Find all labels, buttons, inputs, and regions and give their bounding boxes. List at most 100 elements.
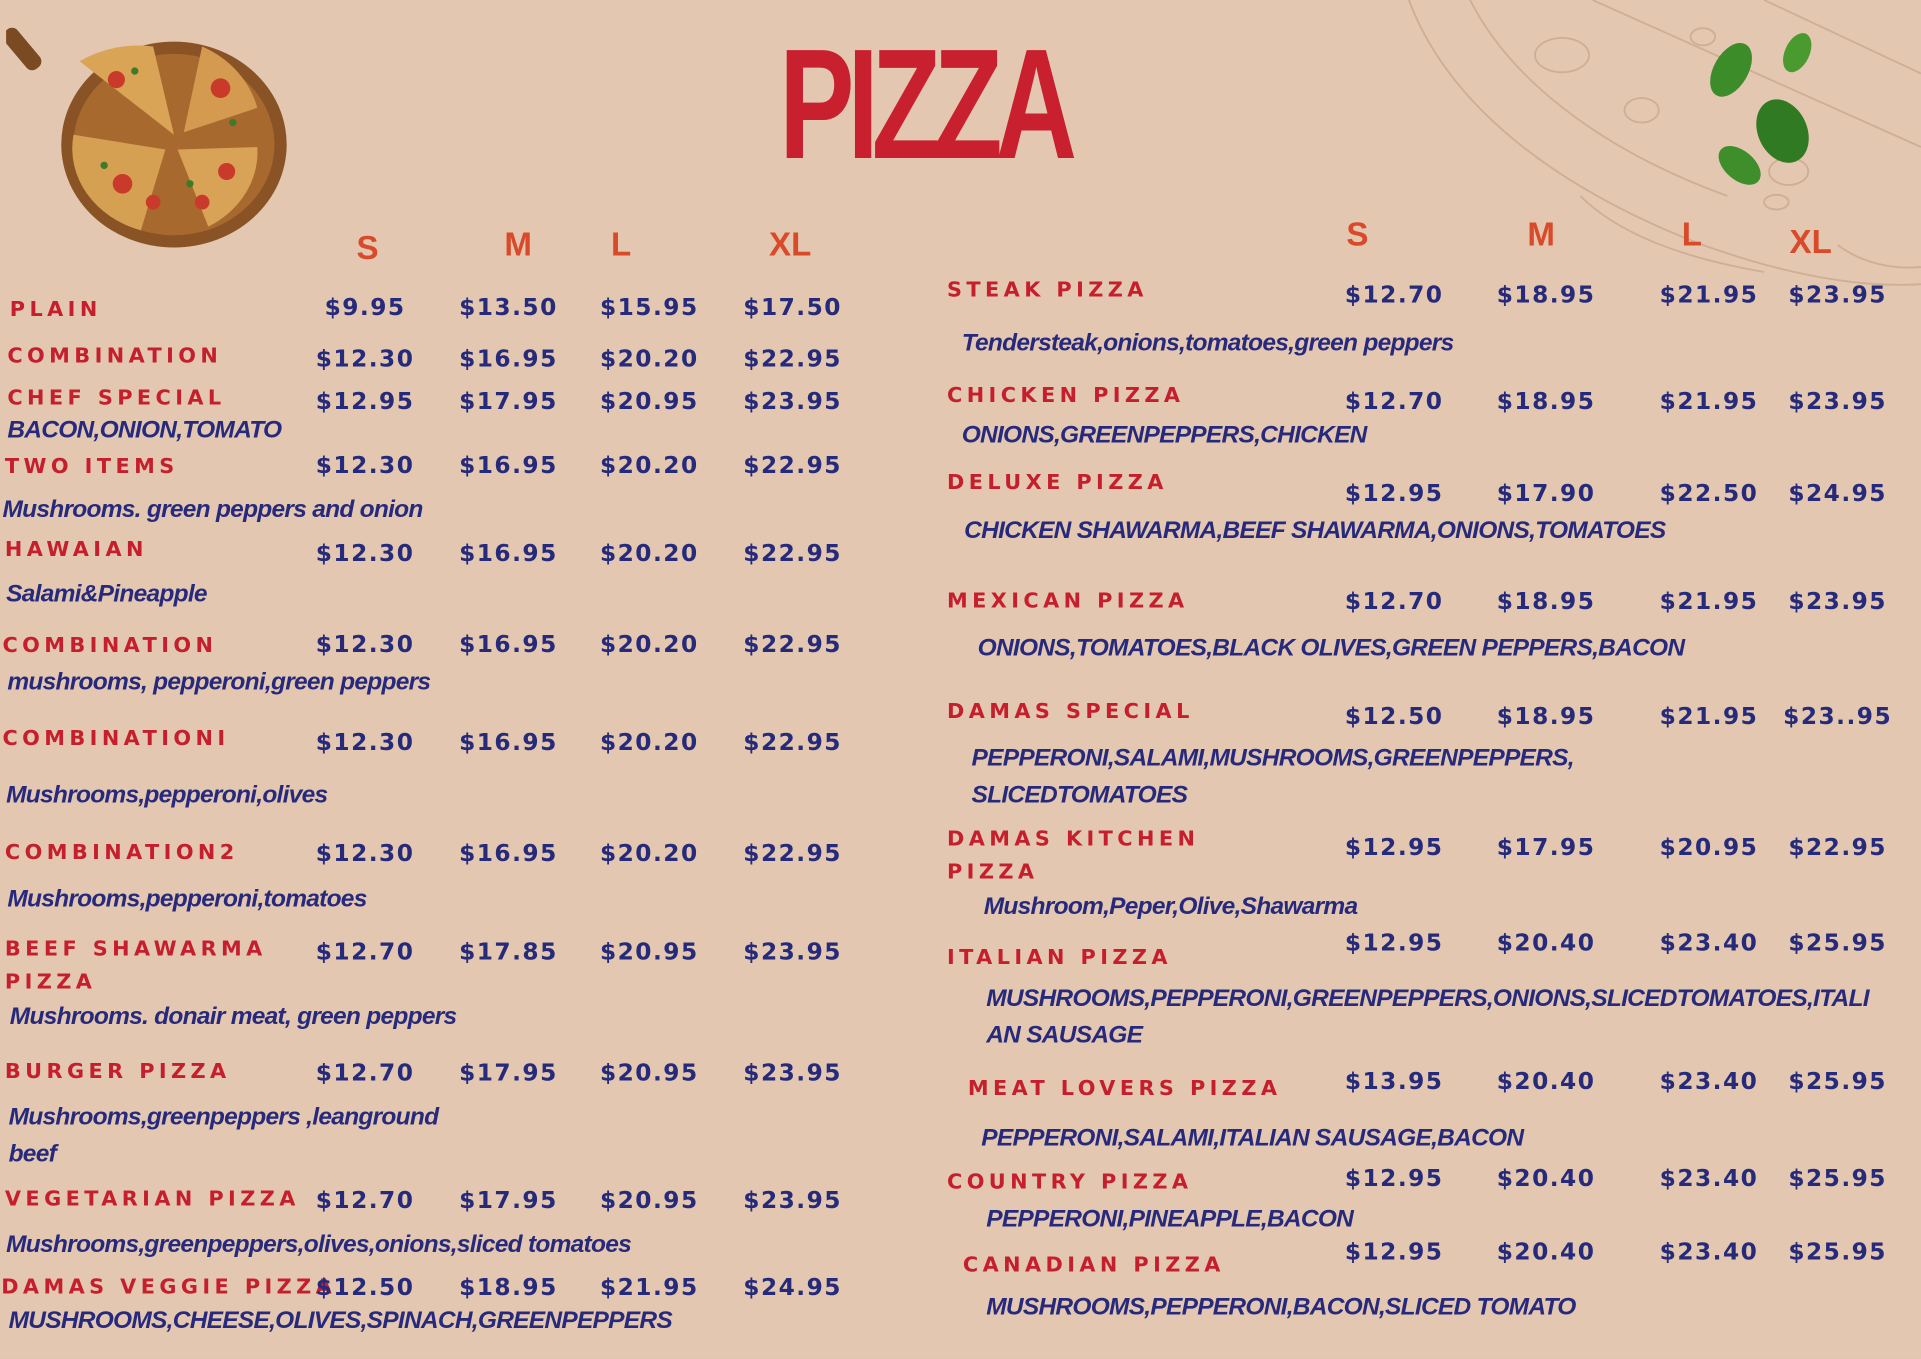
- item-price: $12.70: [315, 1187, 415, 1215]
- item-price: $24.95: [1788, 480, 1887, 508]
- item-name-line: COMBINATIONI: [2, 726, 230, 751]
- item-name-line: PIZZA: [4, 970, 97, 995]
- item-price: $20.20: [599, 452, 699, 480]
- item-name: DAMAS KITCHEN PIZZA: [947, 823, 1199, 889]
- item-name-line: MEAT LOVERS PIZZA: [967, 1076, 1282, 1102]
- item-description-line: beef: [8, 1140, 57, 1168]
- item-price: $22.95: [743, 840, 842, 868]
- item-price: $24.95: [743, 1274, 842, 1302]
- item-name: CHEF SPECIAL: [7, 382, 225, 415]
- size-header-right: M: [1527, 216, 1555, 253]
- item-name: BEEF SHAWARMA PIZZA: [5, 934, 267, 1000]
- item-price: $22.95: [743, 452, 842, 480]
- pizza-board-image: [6, 27, 287, 248]
- item-price: $22.50: [1659, 480, 1759, 508]
- item-description: mushrooms, pepperoni,green peppers: [7, 664, 431, 701]
- item-price: $13.50: [459, 294, 558, 321]
- item-description: Tendersteak,onions,tomatoes,green pepper…: [962, 325, 1455, 362]
- item-price: $22.95: [1788, 834, 1887, 862]
- item-name: STEAK PIZZA: [947, 274, 1148, 307]
- item-price: $13.95: [1344, 1068, 1444, 1096]
- item-name-line: PLAIN: [9, 297, 102, 323]
- item-description: Mushrooms,greenpeppers,olives,onions,sli…: [6, 1226, 632, 1263]
- item-price: $17.95: [459, 1187, 558, 1215]
- item-price: $17.90: [1496, 480, 1596, 508]
- item-description-line: MUSHROOMS,CHEESE,OLIVES,SPINACH,GREENPEP…: [8, 1307, 673, 1335]
- item-description: PEPPERONI,SALAMI,ITALIAN SAUSAGE,BACON: [981, 1120, 1524, 1157]
- item-price: $17.85: [459, 938, 558, 966]
- page-title: PIZZA: [779, 17, 1077, 193]
- item-price: $12.70: [315, 938, 415, 966]
- item-price: $21.95: [1659, 281, 1759, 309]
- item-price: $23.40: [1659, 929, 1759, 957]
- item-name: COMBINATION: [2, 630, 217, 663]
- item-price: $22.95: [743, 728, 842, 756]
- item-price: $20.95: [599, 938, 699, 966]
- size-header-right: S: [1346, 216, 1369, 253]
- item-name-line: VEGETARIAN PIZZA: [4, 1187, 300, 1212]
- item-price: $20.20: [599, 540, 699, 568]
- item-name-line: DAMAS SPECIAL: [947, 699, 1194, 725]
- item-description: BACON,ONION,TOMATO: [7, 412, 282, 449]
- item-name: COMBINATION2: [5, 837, 239, 870]
- item-price: $20.20: [599, 630, 699, 658]
- item-description-line: Mushrooms. donair meat, green peppers: [9, 1003, 457, 1031]
- item-price: $25.95: [1788, 1165, 1887, 1193]
- item-price: $12.50: [315, 1274, 415, 1302]
- size-header-right: XL: [1789, 223, 1832, 261]
- item-price: $18.95: [1496, 388, 1596, 416]
- item-price: $12.95: [1344, 929, 1444, 957]
- item-price: $25.95: [1788, 1068, 1887, 1096]
- item-name-line: CANADIAN PIZZA: [962, 1253, 1225, 1278]
- item-description-line: SLICEDTOMATOES: [971, 781, 1188, 809]
- item-price: $23.95: [743, 388, 842, 416]
- item-price: $21.95: [1659, 703, 1759, 731]
- item-name-line: BURGER PIZZA: [4, 1059, 231, 1085]
- item-price: $25.95: [1788, 1238, 1887, 1266]
- item-name-line: DAMAS VEGGIE PIZZA: [1, 1275, 337, 1300]
- item-description-line: MUSHROOMS,PEPPERONI,GREENPEPPERS,ONIONS,…: [986, 984, 1869, 1012]
- item-price: $17.95: [459, 388, 558, 416]
- item-price: $20.40: [1496, 1068, 1596, 1096]
- item-price: $18.95: [1496, 588, 1596, 616]
- item-price: $21.95: [1659, 388, 1759, 416]
- item-price: $15.95: [599, 294, 699, 321]
- item-name-line: COMBINATION: [7, 344, 223, 369]
- item-name-line: HAWAIAN: [4, 537, 148, 563]
- item-price: $12.70: [1344, 281, 1444, 309]
- item-price: $12.95: [1344, 834, 1444, 862]
- item-price: $17.50: [743, 294, 842, 321]
- item-description: Mushrooms,pepperoni,olives: [6, 777, 328, 814]
- size-header-left: M: [504, 226, 532, 263]
- item-description-line: Mushrooms,pepperoni,olives: [6, 781, 328, 809]
- item-name-line: CHICKEN PIZZA: [947, 383, 1185, 408]
- item-description-line: MUSHROOMS,PEPPERONI,BACON,SLICED TOMATO: [986, 1293, 1576, 1321]
- item-price: $16.95: [459, 452, 558, 480]
- item-name-line: DAMAS KITCHEN: [947, 826, 1200, 852]
- item-description-line: PEPPERONI,PINEAPPLE,BACON: [986, 1205, 1354, 1233]
- item-description: Mushrooms,greenpeppers ,leanground beef: [9, 1099, 439, 1173]
- item-name: COUNTRY PIZZA: [947, 1166, 1192, 1199]
- item-description-line: Mushrooms. green peppers and onion: [2, 496, 423, 524]
- item-description: CHICKEN SHAWARMA,BEEF SHAWARMA,ONIONS,TO…: [964, 512, 1666, 549]
- item-name: COMBINATION: [7, 341, 222, 374]
- item-price: $16.95: [459, 345, 558, 373]
- item-name: VEGETARIAN PIZZA: [5, 1183, 300, 1216]
- item-price: $23.95: [1788, 281, 1887, 309]
- item-description: ONIONS,TOMATOES,BLACK OLIVES,GREEN PEPPE…: [978, 630, 1685, 667]
- item-price: $23.95: [1788, 388, 1887, 416]
- item-price: $12.70: [315, 1059, 415, 1087]
- item-price: $23.95: [1788, 588, 1887, 616]
- item-price: $23.40: [1659, 1165, 1759, 1193]
- item-price: $12.30: [315, 452, 415, 480]
- item-price: $12.30: [315, 540, 415, 568]
- item-description-line: AN SAUSAGE: [986, 1021, 1143, 1049]
- item-description: PEPPERONI,SALAMI,MUSHROOMS,GREENPEPPERS,…: [971, 740, 1575, 814]
- item-price: $12.50: [1344, 703, 1444, 731]
- item-description-line: Salami&Pineapple: [6, 580, 207, 608]
- item-price: $12.30: [315, 728, 415, 756]
- item-price: $17.95: [1496, 834, 1596, 862]
- item-price: $12.30: [315, 840, 415, 868]
- item-description: MUSHROOMS,CHEESE,OLIVES,SPINACH,GREENPEP…: [8, 1302, 673, 1339]
